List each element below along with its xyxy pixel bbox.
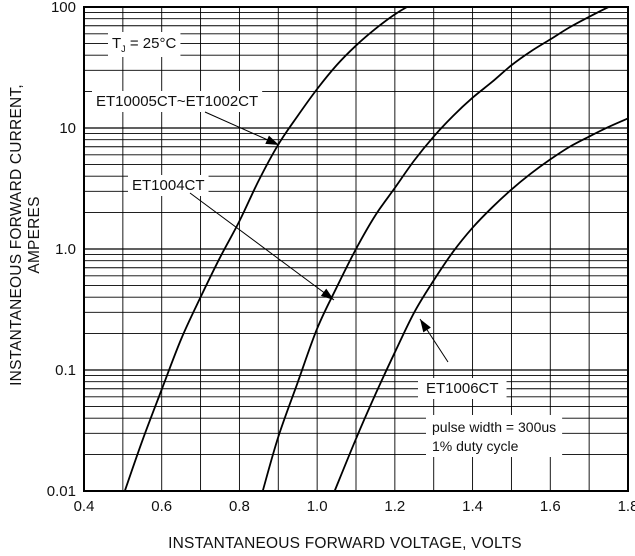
test-conditions-line2: 1% duty cycle [432,438,519,454]
series-label-et1006-text: ET1006CT [426,380,499,397]
arrow-et10005-head [265,135,279,145]
temperature-subscript: J [121,44,126,54]
x-axis-title: INSTANTANEOUS FORWARD VOLTAGE, VOLTS [168,535,522,552]
grid [84,7,628,491]
test-conditions-box [426,415,563,457]
temperature-label: TJ = 25°C [108,32,181,57]
series-label-et10005-box [92,91,263,112]
x-tick-label: 1.0 [307,498,328,515]
series-label-et10005-text: ET10005CT~ET1002CT [96,93,258,110]
y-tick-label: 0.1 [55,362,76,379]
arrow-et10005-line [204,111,280,146]
test-conditions-label: pulse width = 300us 1% duty cycle [426,415,563,457]
y-tick-label: 0.01 [47,483,76,500]
series-label-et1006-box [418,378,507,399]
y-tick-label: 100 [51,0,76,16]
x-tick-label: 0.6 [151,498,172,515]
series-label-et1004-box [128,175,209,196]
series-label-et1004-text: ET1004CT [132,177,205,194]
temperature-symbol: T [112,35,121,52]
label-arrows [189,111,449,363]
series-line-2 [261,7,611,491]
x-tick-label: 1.6 [540,498,561,515]
x-tick-label: 1.2 [384,498,405,515]
y-tick-label: 1.0 [55,241,76,258]
y-axis-title-line2: AMPERES [26,196,43,273]
y-axis-title-line1: INSTANTANEOUS FORWARD CURRENT, [8,84,25,386]
test-conditions-line1: pulse width = 300us [432,419,556,435]
series-label-et10005: ET10005CT~ET1002CT [92,91,263,112]
arrow-et1004-line [189,192,335,301]
arrow-et1004-head [320,288,334,300]
y-tick-label: 10 [59,120,76,137]
series-label-et1004: ET1004CT [128,175,209,196]
x-tick-label: 1.8 [618,498,635,515]
series-label-et1006: ET1006CT [418,378,507,399]
plot-frame [83,6,629,492]
series-line-3 [333,117,628,491]
temperature-label-text: TJ = 25°C [112,35,176,54]
temperature-value: = 25°C [126,35,177,52]
temperature-label-box [108,32,181,57]
x-tick-label: 0.8 [229,498,250,515]
arrow-et1006-head [420,319,431,333]
tick-labels: 0.4 0.6 0.8 1.0 1.2 1.4 1.6 1.8 0.01 0.1 1.0 10 100 [47,0,635,515]
x-tick-label: 1.4 [462,498,483,515]
x-tick-label: 0.4 [74,498,95,515]
